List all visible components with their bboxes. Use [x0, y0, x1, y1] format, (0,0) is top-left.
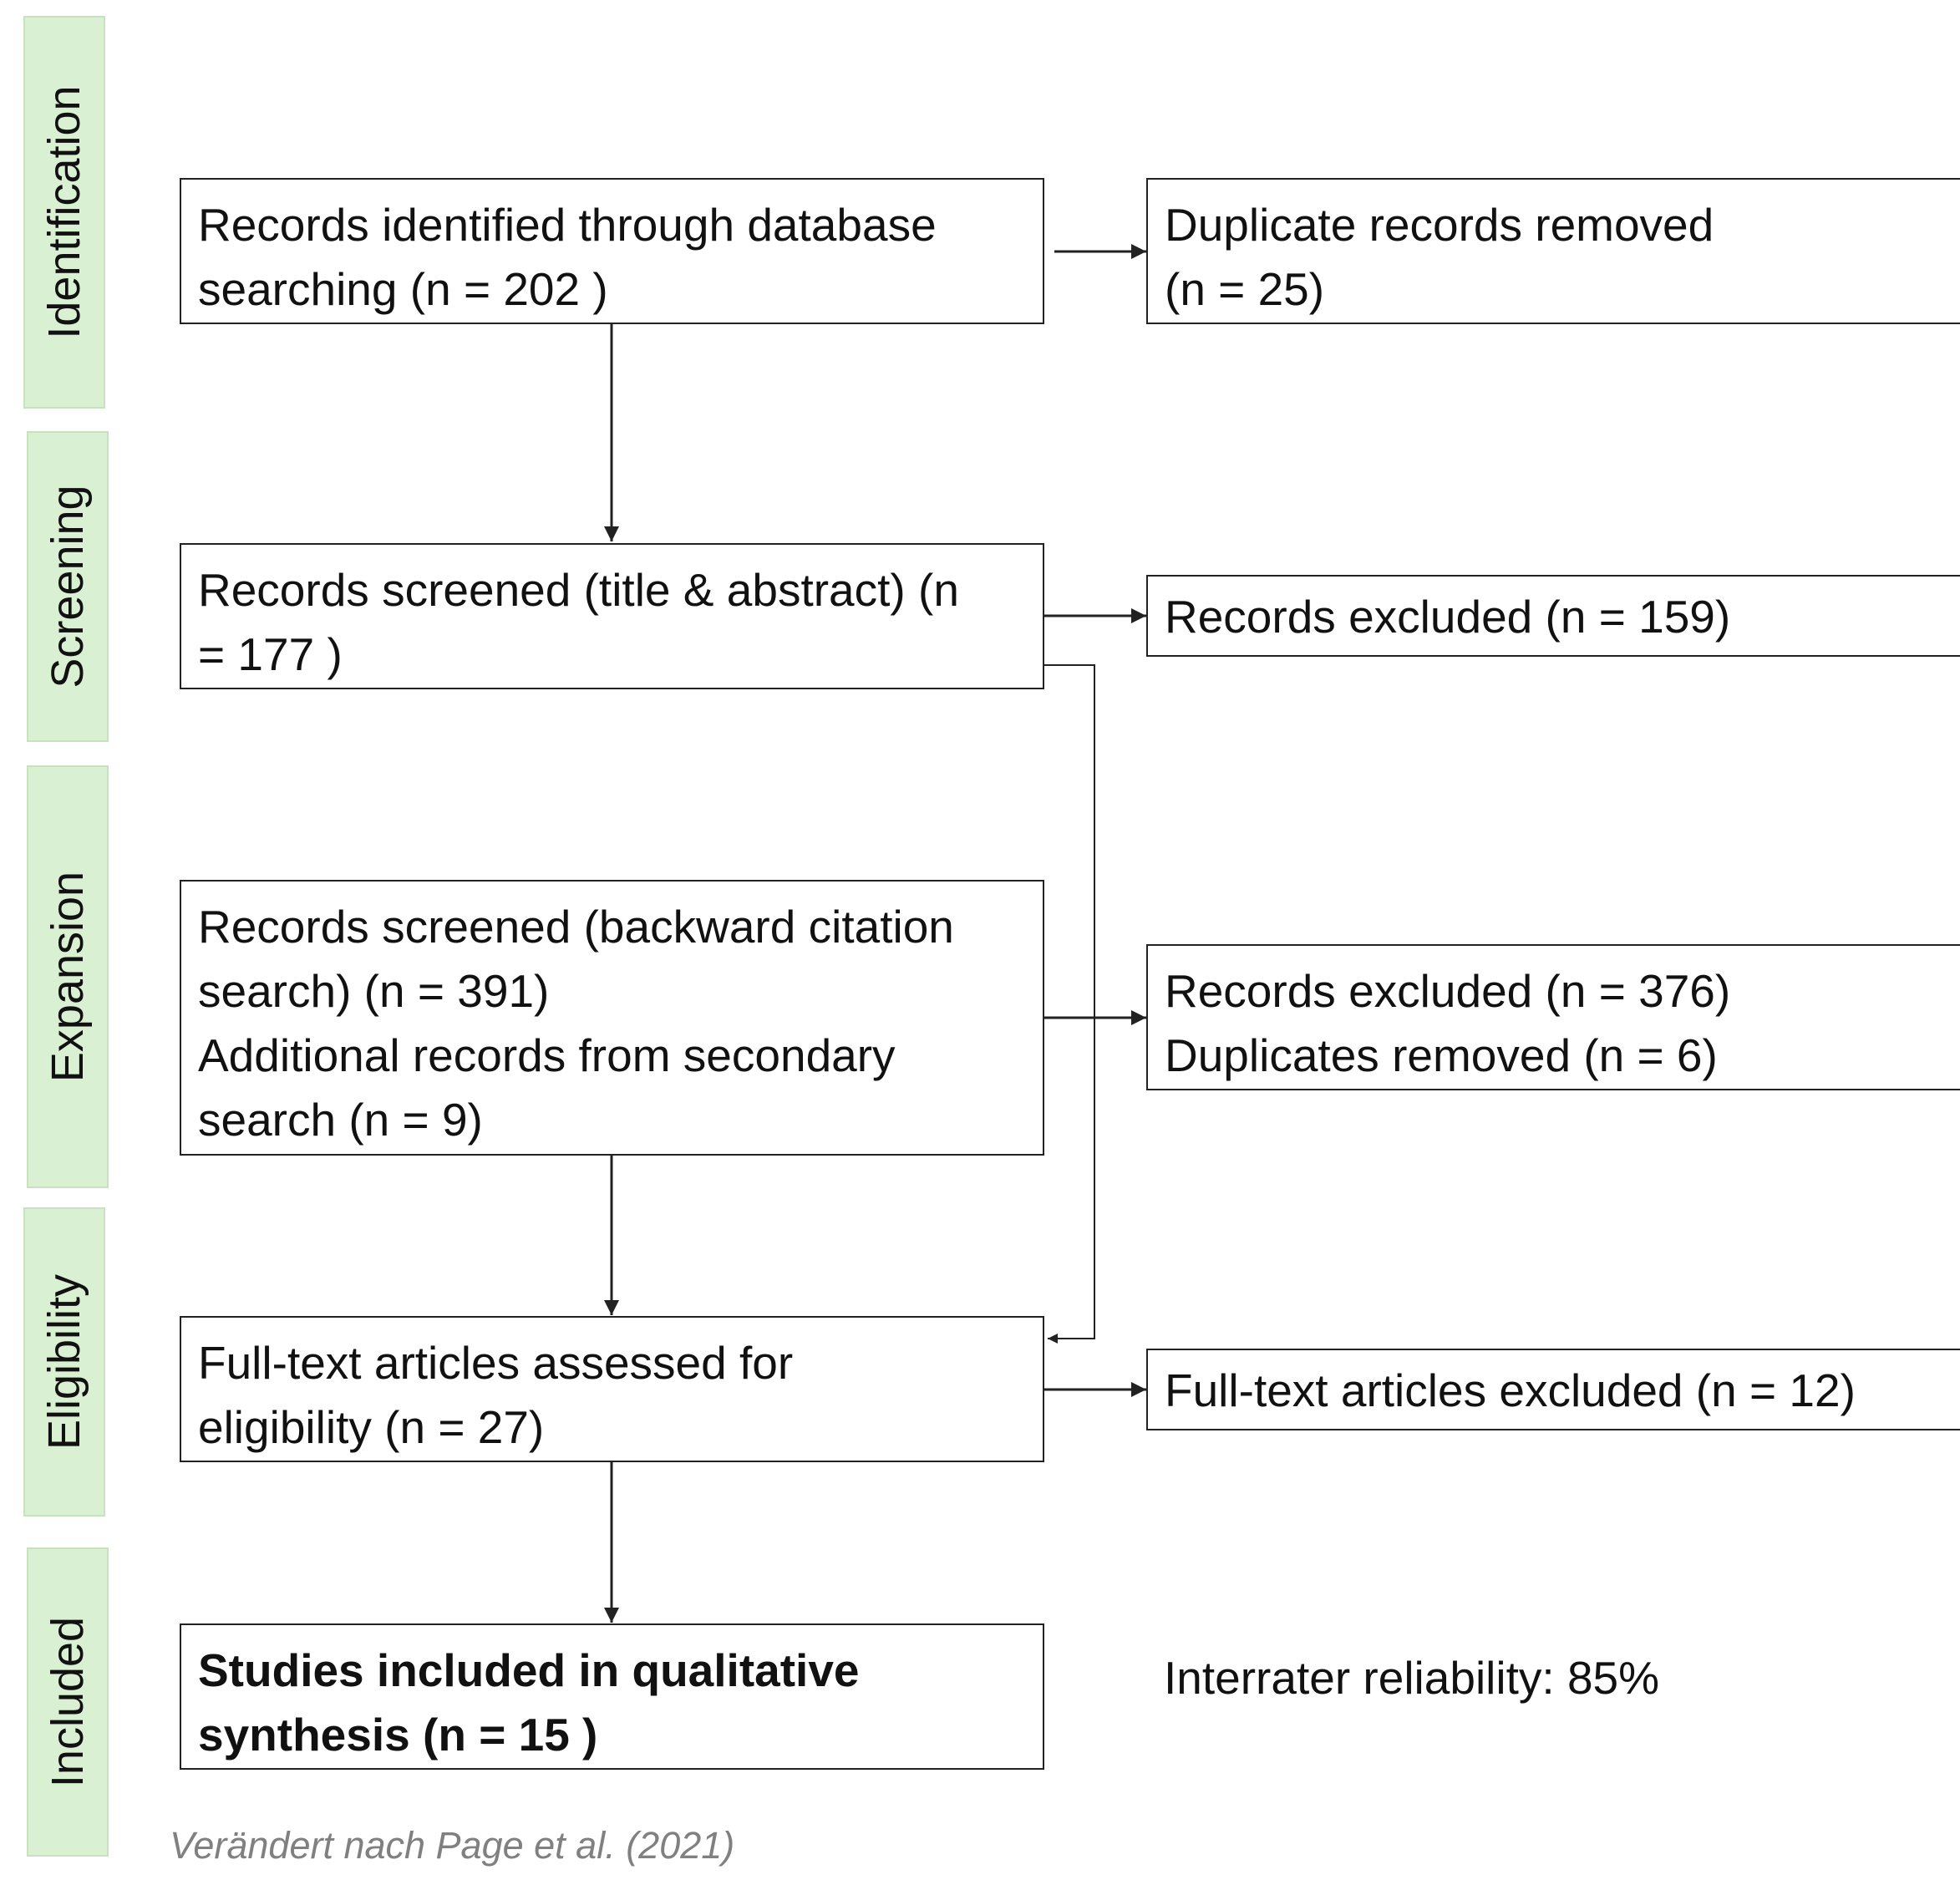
records-screened-line-2: = 177 )	[198, 628, 343, 680]
studies-included-line-2: synthesis (n = 15 )	[198, 1709, 598, 1761]
expansion-excluded-line-1: Records excluded (n = 376)	[1165, 965, 1731, 1017]
screening-excluded-line-1: Records excluded (n = 159)	[1165, 591, 1731, 643]
fulltext-assessed-line-1: Full-text articles assessed for	[198, 1337, 794, 1389]
records-identified-line-1: Records identified through database	[198, 199, 937, 251]
records-expansion-line-3: Additional records from secondary	[198, 1029, 896, 1081]
records-identified-line-2: searching (n = 202 )	[198, 263, 608, 315]
studies-included-line-1: Studies included in qualitative	[198, 1644, 860, 1696]
expansion-excluded-line-2: Duplicates removed (n = 6)	[1165, 1029, 1718, 1081]
interrater-reliability-note: Interrater reliability: 85%	[1164, 1652, 1660, 1704]
duplicates-removed-line-2: (n = 25)	[1165, 263, 1325, 315]
expansion-excluded-box: Records excluded (n = 376) Duplicates re…	[1146, 944, 1960, 1090]
records-expansion-line-1: Records screened (backward citation	[198, 901, 954, 953]
source-caption: Verändert nach Page et al. (2021)	[170, 1824, 735, 1867]
duplicates-removed-box: Duplicate records removed (n = 25)	[1146, 178, 1960, 324]
records-identified-box: Records identified through database sear…	[180, 178, 1044, 324]
arrow-screened-to-fulltext	[1044, 664, 1095, 1344]
records-screened-box: Records screened (title & abstract) (n =…	[180, 543, 1044, 689]
studies-included-box: Studies included in qualitative synthesi…	[180, 1623, 1044, 1770]
duplicates-removed-line-1: Duplicate records removed	[1165, 199, 1714, 251]
fulltext-excluded-line-1: Full-text articles excluded (n = 12)	[1165, 1364, 1856, 1416]
fulltext-excluded-box: Full-text articles excluded (n = 12)	[1146, 1349, 1960, 1430]
records-expansion-box: Records screened (backward citation sear…	[180, 880, 1044, 1156]
records-expansion-line-2: search) (n = 391)	[198, 965, 550, 1017]
phase-included: Included	[27, 1547, 109, 1857]
fulltext-assessed-box: Full-text articles assessed for eligibil…	[180, 1316, 1044, 1462]
phase-identification: Identification	[23, 16, 105, 409]
records-expansion-line-4: search (n = 9)	[198, 1094, 483, 1146]
records-screened-line-1: Records screened (title & abstract) (n	[198, 564, 959, 616]
screening-excluded-box: Records excluded (n = 159)	[1146, 575, 1960, 657]
phase-screening: Screening	[27, 431, 109, 742]
phase-expansion: Expansion	[27, 765, 109, 1188]
fulltext-assessed-line-2: eligibility (n = 27)	[198, 1401, 545, 1453]
phase-eligibility: Eligibility	[23, 1207, 105, 1517]
